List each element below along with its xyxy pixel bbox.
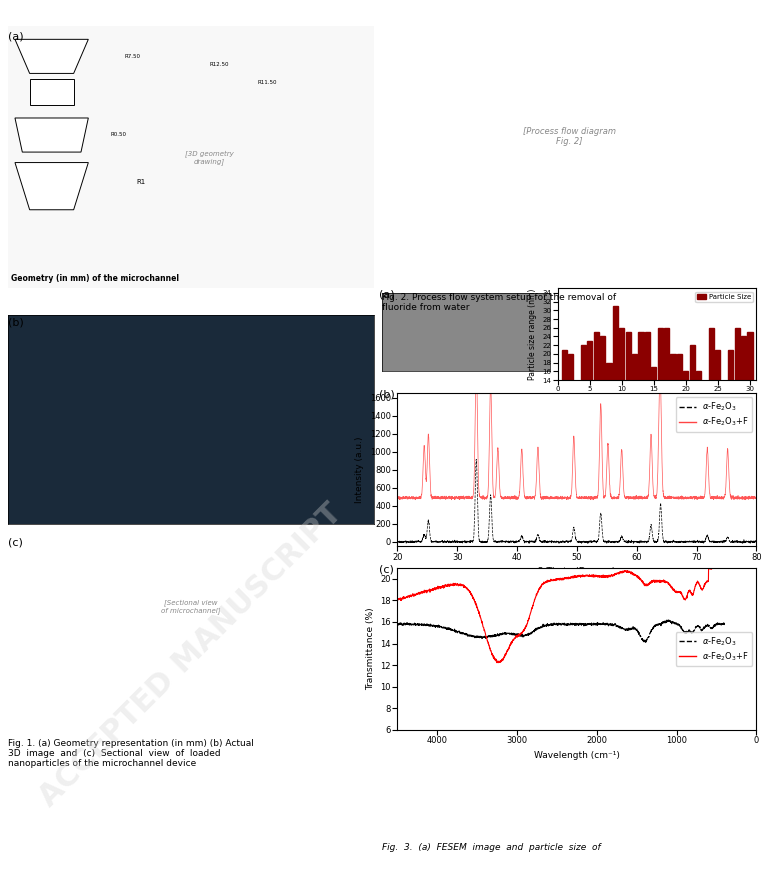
Bar [639,332,643,441]
Bar [581,345,586,441]
Bar [677,354,682,441]
Polygon shape [15,163,89,210]
Bar [664,328,669,441]
Bar [728,350,733,441]
Text: (a): (a) [8,31,23,41]
Bar [722,389,727,441]
Bar [690,345,694,441]
Bar [588,341,592,441]
Bar [741,336,746,441]
Bar [607,363,611,441]
Text: ACCEPTED MANUSCRIPT: ACCEPTED MANUSCRIPT [34,498,348,813]
Text: (a): (a) [379,289,394,299]
Bar [600,336,605,441]
Text: [Sectional view
of microchannel]: [Sectional view of microchannel] [161,600,221,614]
Text: Geometry (in mm) of the microchannel: Geometry (in mm) of the microchannel [11,274,180,283]
X-axis label: Wavelength (cm⁻¹): Wavelength (cm⁻¹) [534,751,620,760]
Y-axis label: Transmittance (%): Transmittance (%) [366,607,375,690]
Legend: $\alpha$-Fe$_2$O$_3$, $\alpha$-Fe$_2$O$_3$+F: $\alpha$-Fe$_2$O$_3$, $\alpha$-Fe$_2$O$_… [675,398,753,432]
X-axis label: 2 Theta (Degree): 2 Theta (Degree) [538,567,616,576]
Text: [Process flow diagram
Fig. 2]: [Process flow diagram Fig. 2] [523,127,616,146]
Bar [696,371,701,441]
Legend: $\alpha$-Fe$_2$O$_3$, $\alpha$-Fe$_2$O$_3$+F: $\alpha$-Fe$_2$O$_3$, $\alpha$-Fe$_2$O$_… [675,632,753,666]
Text: R11.50: R11.50 [257,80,277,85]
X-axis label: No. of particles analysed: No. of particles analysed [610,398,704,407]
Y-axis label: Intensity (a.u.): Intensity (a.u.) [355,436,364,503]
Bar [620,328,624,441]
Text: R0.50: R0.50 [110,132,126,137]
Bar [651,367,656,441]
Bar [658,328,663,441]
Text: Fig. 1. (a) Geometry representation (in mm) (b) Actual
3D  image  and  (c)  Sect: Fig. 1. (a) Geometry representation (in … [8,739,254,768]
Bar [715,350,720,441]
Text: Fig. 2. Process flow system setup for the removal of
fluoride from water: Fig. 2. Process flow system setup for th… [382,293,616,312]
Bar [671,354,675,441]
Bar [747,332,753,441]
Bar [568,354,573,441]
Text: [3D geometry
drawing]: [3D geometry drawing] [185,150,234,164]
Polygon shape [30,79,73,105]
Bar [575,389,580,441]
Text: (c): (c) [8,538,22,547]
Polygon shape [15,39,89,73]
Text: R1: R1 [136,178,145,184]
Text: (b): (b) [379,390,395,399]
Text: Fig.  3.  (a)  FESEM  image  and  particle  size  of: Fig. 3. (a) FESEM image and particle siz… [382,843,601,852]
Bar [703,385,707,441]
Y-axis label: Particle size range (nm): Particle size range (nm) [528,288,537,380]
Text: R12.50: R12.50 [209,61,229,66]
Text: R7.50: R7.50 [125,53,141,59]
Text: (b): (b) [8,317,24,327]
Bar [594,332,599,441]
Bar [683,371,688,441]
Bar [632,354,637,441]
Bar [626,332,631,441]
Polygon shape [15,118,89,152]
Bar [645,332,650,441]
Bar [734,328,740,441]
Legend: Particle Size: Particle Size [695,292,753,302]
Bar [709,328,714,441]
Bar [613,306,618,441]
Text: (c): (c) [379,565,393,574]
Bar [562,350,567,441]
